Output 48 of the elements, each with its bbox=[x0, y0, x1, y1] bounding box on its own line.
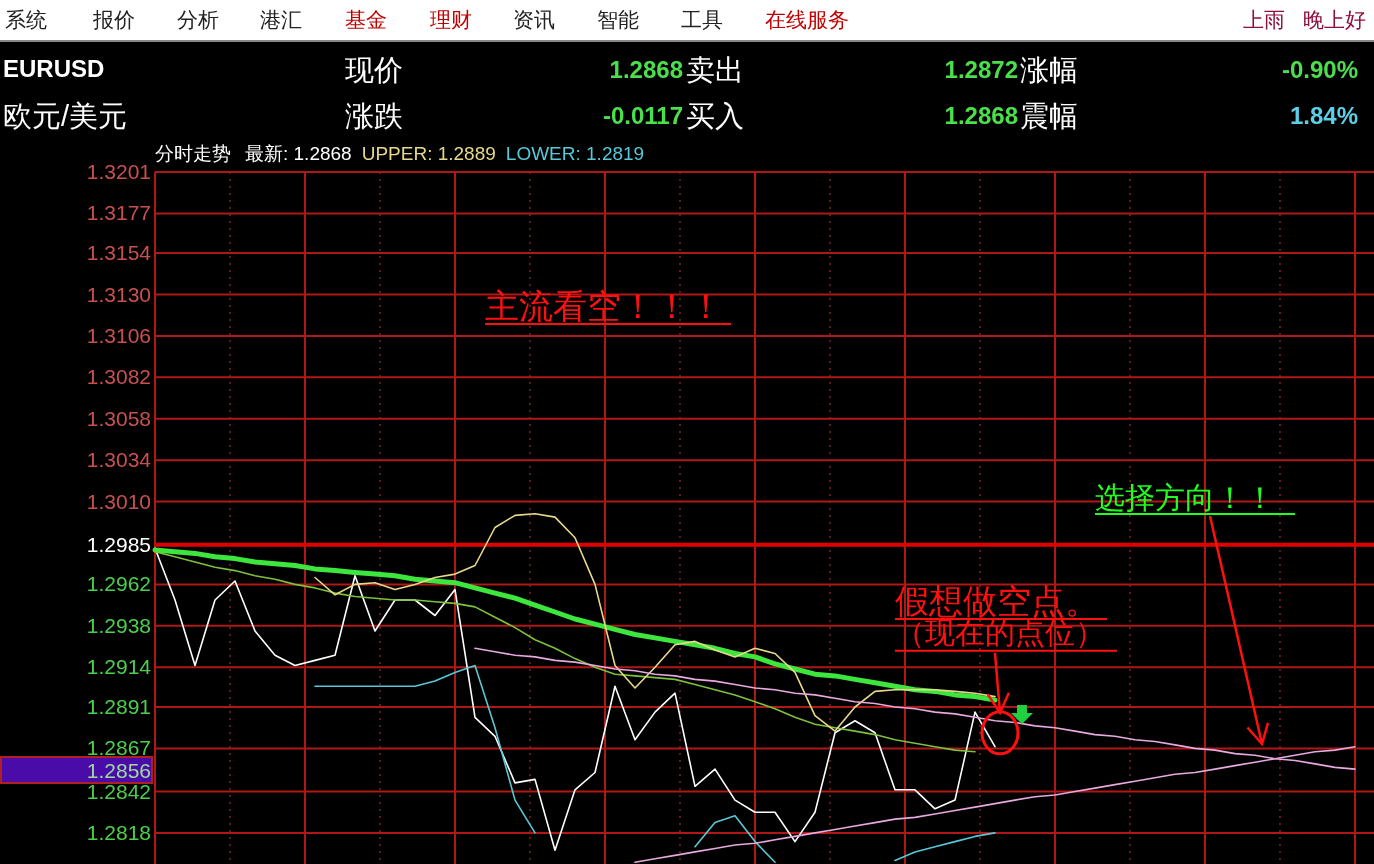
y-tick-label: 1.3082 bbox=[86, 365, 151, 389]
text: 在线服务 bbox=[765, 8, 849, 31]
text: 工具 bbox=[681, 8, 723, 31]
text: 现价 bbox=[345, 54, 403, 86]
text: 涨跌 bbox=[345, 100, 403, 132]
text: -0.90% bbox=[1281, 56, 1358, 83]
text: 系统 bbox=[5, 8, 47, 31]
y-tick-label: 1.3106 bbox=[86, 323, 151, 347]
y-tick-label: 1.2867 bbox=[86, 736, 151, 760]
y-tick-label: 1.2938 bbox=[86, 613, 151, 637]
text: 欧元/美元 bbox=[3, 100, 128, 132]
text: -0.0117 bbox=[602, 102, 683, 129]
text: 分析 bbox=[177, 8, 219, 31]
text: 1.2856 bbox=[86, 759, 151, 782]
text: LOWER: 1.2819 bbox=[505, 143, 645, 164]
text: 理财 bbox=[430, 8, 472, 31]
text: 卖出 bbox=[686, 54, 744, 86]
y-tick-label: 1.2891 bbox=[86, 694, 151, 718]
text: 上雨 bbox=[1243, 8, 1285, 31]
y-tick-label: 1.2818 bbox=[86, 820, 151, 844]
text: 买入 bbox=[686, 100, 744, 132]
text: EURUSD bbox=[3, 55, 105, 82]
text: 晚上好 bbox=[1303, 8, 1366, 31]
text: 港汇 bbox=[260, 8, 302, 31]
text: UPPER: 1.2889 bbox=[361, 143, 496, 164]
y-tick-label: 1.3010 bbox=[86, 489, 151, 513]
text: 1.2868 bbox=[609, 56, 683, 83]
text: 1.2868 bbox=[944, 102, 1018, 129]
text: 资讯 bbox=[513, 8, 555, 31]
y-tick-label: 1.2962 bbox=[86, 572, 151, 596]
y-tick-label: 1.3154 bbox=[86, 241, 152, 265]
y-tick-label: 1.3201 bbox=[86, 160, 151, 183]
text: 基金 bbox=[345, 8, 387, 31]
text: 1.2872 bbox=[944, 56, 1018, 83]
text: 1.84% bbox=[1289, 102, 1358, 129]
y-tick-label: 1.3034 bbox=[86, 448, 152, 472]
text: 报价 bbox=[92, 8, 135, 31]
y-tick-label: 1.3177 bbox=[86, 201, 151, 225]
y-tick-label: 1.2842 bbox=[86, 779, 151, 803]
text: 震幅 bbox=[1020, 100, 1078, 132]
y-tick-label: 1.2985 bbox=[86, 532, 151, 556]
text: 智能 bbox=[597, 8, 639, 31]
text: 最新: 1.2868 bbox=[245, 143, 352, 164]
y-tick-label: 1.3130 bbox=[86, 282, 151, 306]
chart-title: 分时走势 bbox=[155, 143, 231, 164]
y-tick-label: 1.2914 bbox=[86, 655, 152, 679]
y-tick-label: 1.3058 bbox=[86, 406, 151, 430]
text: 涨幅 bbox=[1020, 54, 1078, 86]
